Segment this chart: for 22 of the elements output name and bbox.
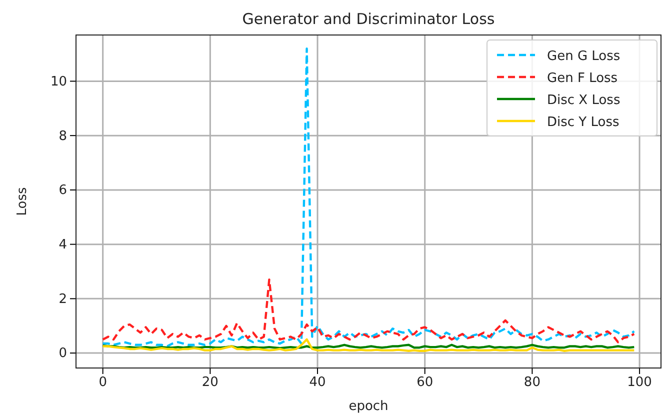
x-tick-label: 100 xyxy=(627,375,652,390)
legend-label: Gen G Loss xyxy=(547,49,620,64)
legend-label: Gen F Loss xyxy=(547,71,618,86)
legend-label: Disc X Loss xyxy=(547,93,620,108)
legend-label: Disc Y Loss xyxy=(547,115,620,130)
y-tick-label: 0 xyxy=(58,346,67,362)
y-tick-label: 10 xyxy=(50,74,67,90)
y-tick-label: 2 xyxy=(58,292,67,307)
x-tick-label: 0 xyxy=(98,375,107,390)
line-series xyxy=(102,47,636,348)
chart-title: Generator and Discriminator Loss xyxy=(242,10,495,28)
line-series xyxy=(102,278,636,344)
line-series xyxy=(102,338,636,352)
x-tick-label: 60 xyxy=(416,375,434,390)
x-tick-label: 20 xyxy=(202,375,218,390)
y-tick-label: 4 xyxy=(58,237,67,252)
y-axis-title: Loss xyxy=(15,187,30,216)
y-tick-label: 6 xyxy=(58,183,67,198)
y-tick-label: 8 xyxy=(58,128,67,144)
x-tick-label: 40 xyxy=(309,375,326,390)
x-axis-title: epoch xyxy=(348,399,388,414)
x-tick-label: 80 xyxy=(524,375,540,390)
